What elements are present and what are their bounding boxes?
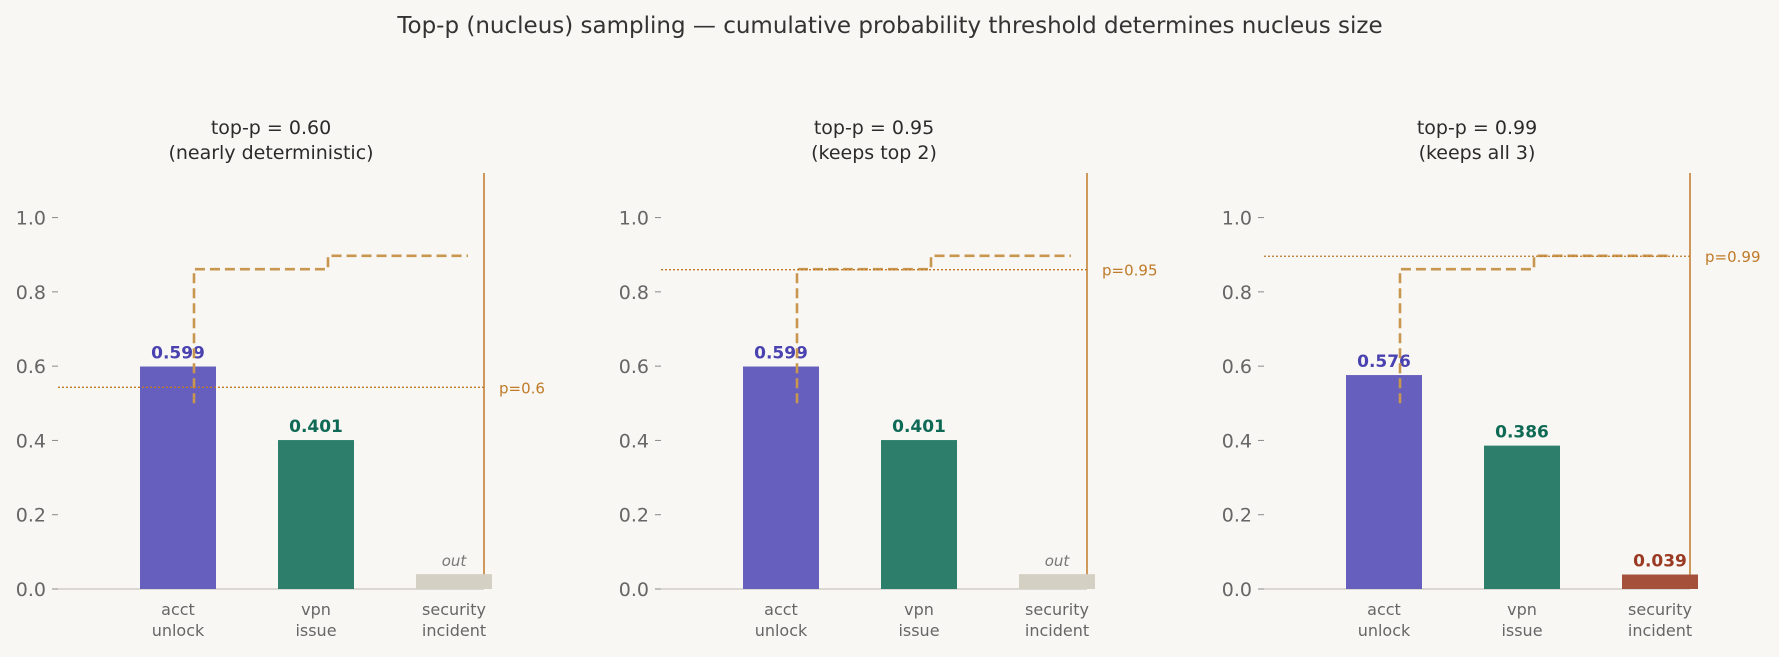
bar — [1346, 375, 1422, 589]
bar-value-label: 0.576 — [1357, 352, 1411, 372]
x-tick-label: incident — [422, 621, 486, 640]
y-tick-label: 0.6 — [1222, 356, 1252, 378]
bar-value-label: out — [1045, 552, 1071, 570]
panel-3: top-p = 0.99 (keeps all 3) 0.0 0.2 0.4 0.6 0.8… — [1222, 117, 1761, 640]
x-tick-label: vpn — [301, 600, 331, 619]
panel-title: (nearly deterministic) — [168, 142, 373, 164]
bar — [140, 366, 216, 589]
bar — [278, 440, 354, 589]
bar — [1019, 574, 1095, 589]
y-tick-label: 1.0 — [16, 208, 46, 230]
bar — [1484, 445, 1560, 589]
x-tick-label: issue — [295, 621, 336, 640]
bar-value-label: 0.401 — [892, 417, 946, 437]
x-tick-label: acct — [161, 600, 195, 619]
x-tick-label: incident — [1628, 621, 1692, 640]
bar-value-label: out — [442, 552, 468, 570]
bar-value-label: 0.599 — [151, 344, 205, 364]
x-tick-label: issue — [1501, 621, 1542, 640]
bar-value-label: 0.401 — [289, 417, 343, 437]
panel-title: top-p = 0.95 — [814, 117, 934, 139]
bar-value-label: 0.599 — [754, 344, 808, 364]
y-tick-label: 0.2 — [16, 505, 46, 527]
y-tick-label: 0.4 — [619, 430, 649, 452]
x-tick-label: issue — [898, 621, 939, 640]
threshold-label: p=0.99 — [1705, 248, 1761, 266]
y-tick-label: 0.8 — [619, 282, 649, 304]
x-tick-label: incident — [1025, 621, 1089, 640]
bar — [881, 440, 957, 589]
y-tick-label: 0.0 — [16, 579, 46, 601]
y-tick-label: 0.4 — [16, 430, 46, 452]
panel-1: top-p = 0.60 (nearly deterministic) 0.0 0.2… — [16, 117, 545, 640]
y-tick-label: 0.2 — [1222, 505, 1252, 527]
x-tick-label: acct — [764, 600, 798, 619]
y-tick-label: 0.8 — [16, 282, 46, 304]
x-tick-label: security — [1025, 600, 1089, 619]
x-tick-label: security — [422, 600, 486, 619]
x-tick-label: vpn — [1507, 600, 1537, 619]
y-tick-label: 0.0 — [1222, 579, 1252, 601]
y-tick-label: 0.0 — [619, 579, 649, 601]
y-tick-label: 0.6 — [619, 356, 649, 378]
panel-title: (keeps all 3) — [1419, 142, 1536, 164]
threshold-label: p=0.6 — [499, 379, 545, 397]
y-tick-label: 1.0 — [1222, 208, 1252, 230]
panel-title: top-p = 0.99 — [1417, 117, 1537, 139]
y-tick-label: 0.8 — [1222, 282, 1252, 304]
bar-value-label: 0.386 — [1495, 423, 1549, 443]
cumulative-step-line — [795, 254, 1071, 404]
x-tick-label: unlock — [1358, 621, 1411, 640]
y-tick-label: 0.2 — [619, 505, 649, 527]
x-tick-label: unlock — [152, 621, 205, 640]
x-tick-label: security — [1628, 600, 1692, 619]
cumulative-step-line — [192, 254, 468, 404]
panel-2: top-p = 0.95 (keeps top 2) 0.0 0.2 0.4 0.6 0.8… — [619, 117, 1158, 640]
y-tick-label: 0.4 — [1222, 430, 1252, 452]
bar — [743, 366, 819, 589]
y-tick-label: 1.0 — [619, 208, 649, 230]
panel-title: top-p = 0.60 — [211, 117, 331, 139]
x-tick-label: unlock — [755, 621, 808, 640]
bar-value-label: 0.039 — [1633, 552, 1687, 572]
figure-title: Top-p (nucleus) sampling — cumulative pr… — [396, 13, 1382, 39]
threshold-label: p=0.95 — [1102, 262, 1158, 280]
y-tick-label: 0.6 — [16, 356, 46, 378]
bar — [416, 574, 492, 589]
x-tick-label: acct — [1367, 600, 1401, 619]
bar — [1622, 574, 1698, 589]
x-tick-label: vpn — [904, 600, 934, 619]
cumulative-step-line — [1398, 254, 1674, 404]
panel-title: (keeps top 2) — [811, 142, 937, 164]
